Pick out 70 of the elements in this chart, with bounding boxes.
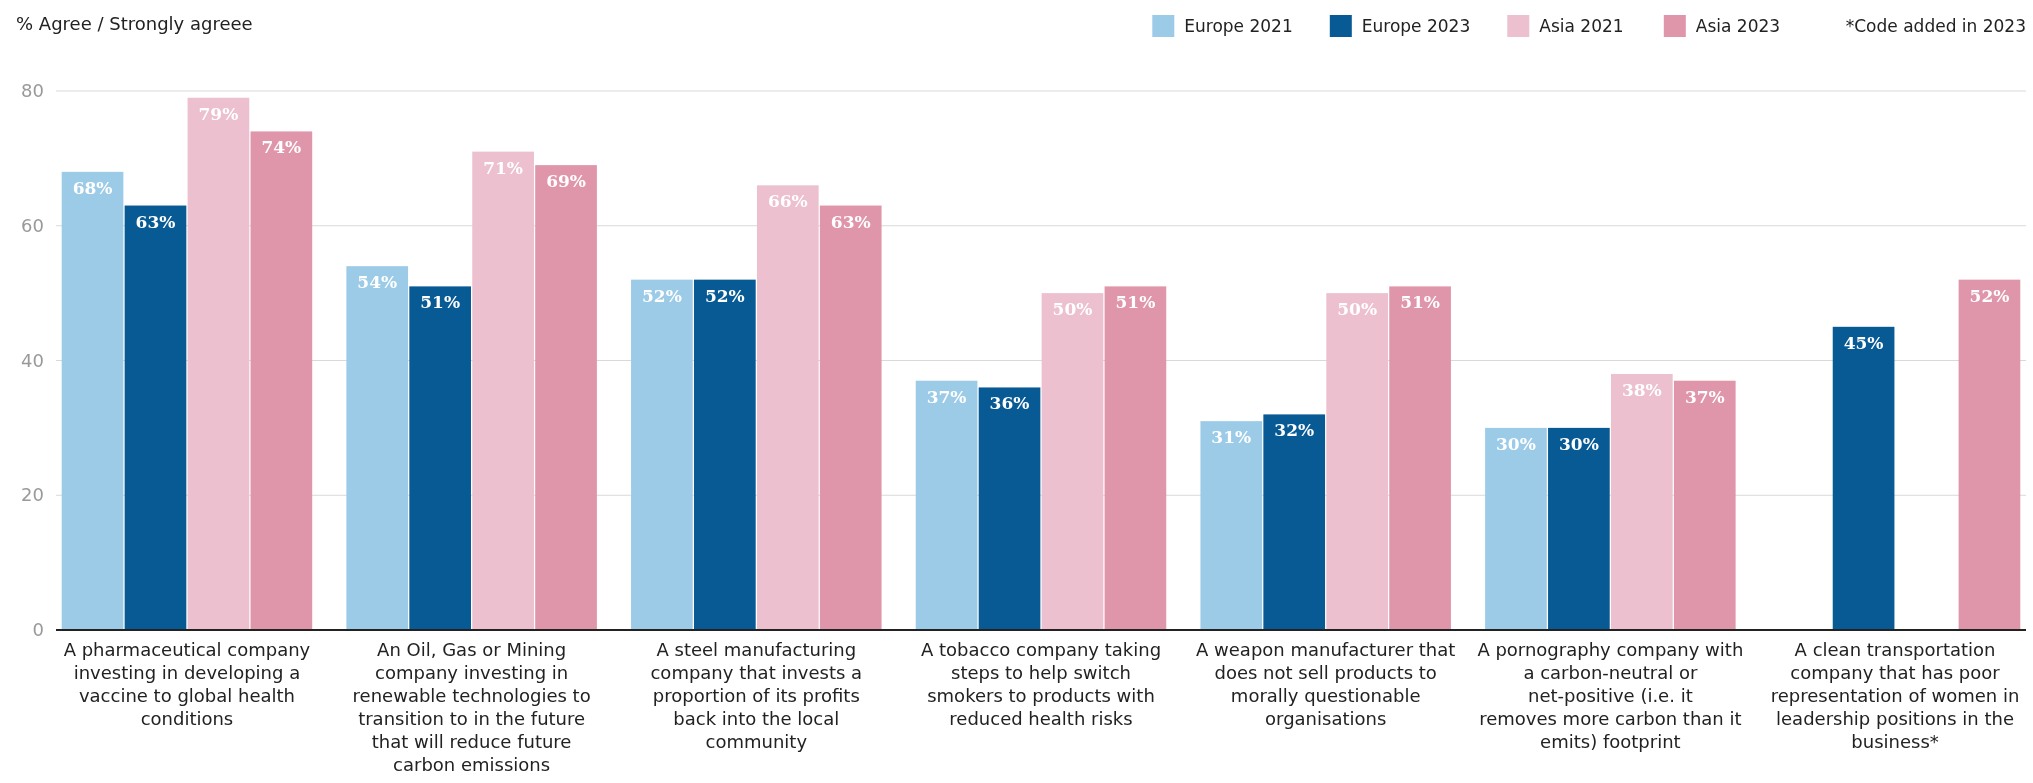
bar	[124, 205, 187, 630]
bar	[535, 165, 597, 630]
bar	[1485, 427, 1547, 630]
data-label: 52%	[1969, 285, 2010, 306]
x-tick-label: A pornography company with a carbon-neutral or net-positive (i.e. it removes more carbon than it emits) footprint	[1477, 639, 1744, 752]
legend-label: Asia 2023	[1695, 16, 1781, 36]
x-tick-label: A tobacco company taking steps to help switch smokers to products with reduced health risks	[920, 639, 1162, 729]
data-label: 63%	[830, 211, 871, 232]
x-tick-label: An Oil, Gas or Mining company investing in renewable technologies to transition to in the future that will reduce future carbon emissions	[352, 639, 591, 775]
legend-label: Asia 2021	[1539, 16, 1624, 36]
bar	[1263, 414, 1326, 630]
data-label: 50%	[1337, 299, 1378, 320]
bar	[1389, 286, 1451, 630]
data-label: 68%	[72, 177, 113, 198]
data-label: 30%	[1496, 433, 1536, 454]
legend-label: Europe 2023	[1361, 16, 1471, 36]
data-label: 54%	[357, 272, 398, 293]
data-label: 79%	[198, 103, 239, 124]
data-label: 50%	[1052, 299, 1093, 320]
y-tick-label: 40	[21, 349, 44, 371]
bar	[1958, 279, 2021, 630]
text: *Code added in 2023	[1845, 16, 2026, 36]
x-tick-label: A pharmaceutical company investing in developing a vaccine to global health conditions	[63, 639, 311, 729]
bar	[1548, 427, 1610, 630]
y-axis-title: % Agree / Strongly agreee	[16, 13, 253, 34]
bar	[61, 171, 124, 630]
y-tick-label: 20	[21, 484, 44, 506]
data-label: 32%	[1274, 420, 1315, 441]
data-label: 52%	[641, 285, 682, 306]
bar	[694, 279, 756, 630]
y-tick-label: 0	[32, 619, 44, 640]
bar	[1832, 326, 1895, 630]
data-label: 37%	[926, 386, 967, 407]
y-tick-label: 60	[21, 214, 44, 236]
bar	[409, 286, 472, 630]
y-tick-label: 80	[21, 80, 44, 101]
x-tick-label: A clean transportation company that has poor representation of women in leadership positions in the business*	[1770, 639, 2020, 752]
bar	[819, 205, 882, 630]
x-tick-label: A steel manufacturing company that invests a proportion of its profits back into the local community	[650, 639, 863, 752]
bar	[1041, 293, 1104, 630]
x-tick-label: A weapon manufacturer that does not sell products to morally questionable organisations	[1196, 639, 1456, 729]
data-label: 51%	[420, 292, 461, 313]
data-label: 36%	[989, 393, 1030, 414]
data-label: 51%	[1115, 292, 1156, 313]
data-label: 52%	[704, 285, 745, 306]
data-label: 37%	[1684, 386, 1725, 407]
bar	[346, 266, 409, 630]
bar	[978, 387, 1041, 630]
bar	[472, 151, 534, 630]
data-label: 66%	[767, 191, 808, 212]
data-label: 69%	[546, 171, 586, 192]
bar	[1610, 373, 1673, 630]
data-label: 51%	[1400, 292, 1441, 313]
data-label: 45%	[1843, 332, 1884, 353]
data-label: 30%	[1558, 433, 1599, 454]
bar	[250, 131, 313, 630]
bar	[1673, 380, 1736, 630]
data-label: 38%	[1621, 379, 1662, 400]
data-label: 63%	[135, 211, 176, 232]
bar	[756, 185, 819, 630]
bar	[1200, 421, 1263, 630]
data-label: 71%	[483, 157, 524, 178]
data-label: 74%	[261, 137, 302, 158]
bar	[1104, 286, 1167, 630]
bar	[187, 97, 250, 630]
bar	[631, 279, 693, 630]
bar	[915, 380, 978, 630]
bar	[1326, 293, 1388, 630]
legend-label: Europe 2021	[1184, 16, 1293, 36]
data-label: 31%	[1211, 427, 1252, 448]
